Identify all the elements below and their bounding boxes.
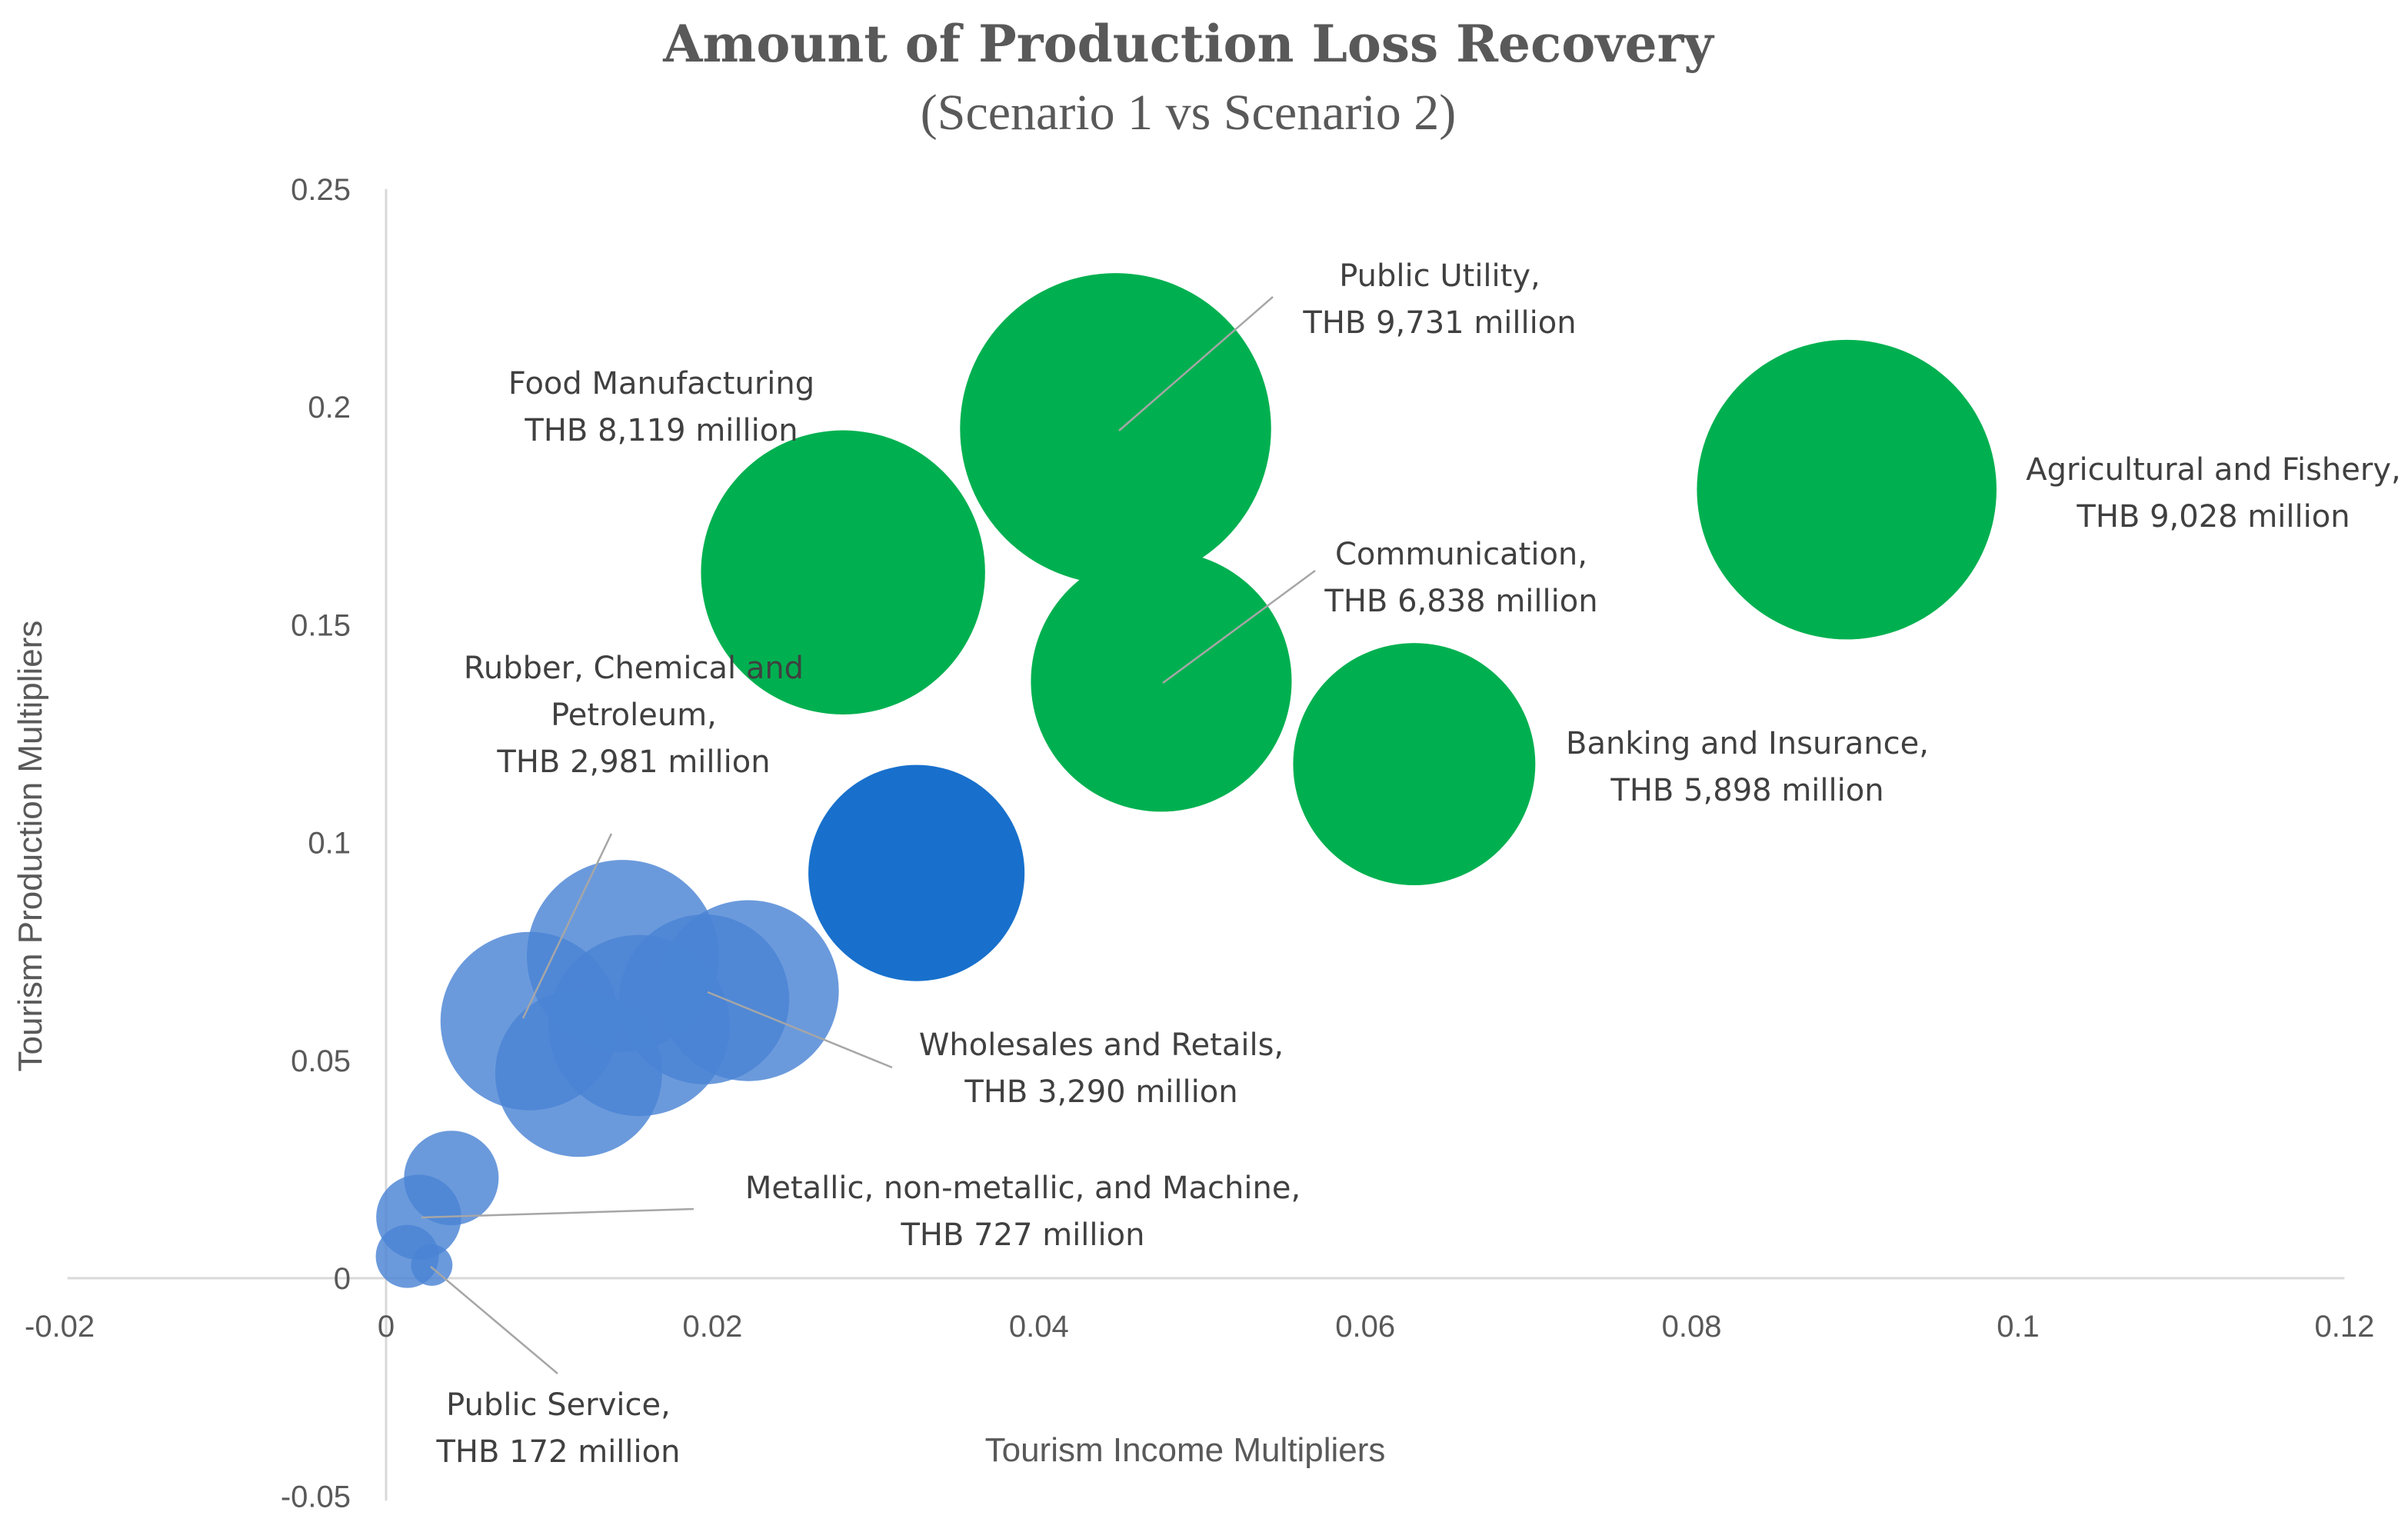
bubble <box>960 273 1271 584</box>
x-tick-label: 0.12 <box>2314 1310 2374 1344</box>
bubble <box>1293 643 1536 885</box>
x-tick-label: 0.02 <box>682 1310 742 1344</box>
bubble <box>701 430 985 714</box>
data-label: THB 9,731 million <box>1302 305 1576 341</box>
x-axis-title: Tourism Income Multipliers <box>985 1431 1386 1469</box>
data-label: Public Utility, <box>1339 258 1540 294</box>
leader-line <box>1118 296 1274 431</box>
leader-lines-layer <box>421 296 1316 1374</box>
x-tick-label: 0.1 <box>1997 1310 2040 1344</box>
bubble <box>808 764 1025 981</box>
y-tick-label: -0.05 <box>281 1480 351 1514</box>
data-label: THB 172 million <box>436 1434 681 1470</box>
y-tick-label: 0.05 <box>291 1044 351 1078</box>
data-label: Banking and Insurance, <box>1566 726 1929 761</box>
data-label: THB 8,119 million <box>524 413 798 448</box>
y-tick-label: 0.25 <box>291 173 351 207</box>
leader-line <box>430 1266 558 1374</box>
x-tick-label: 0.06 <box>1335 1310 1395 1344</box>
data-label: THB 6,838 million <box>1324 584 1597 619</box>
y-axis-title: Tourism Production Multipliers <box>12 621 49 1072</box>
data-label: THB 5,898 million <box>1610 773 1883 808</box>
data-labels-layer: Food Manufacturing THB 8,119 million Publi… <box>436 258 2401 1470</box>
leader-line <box>421 1207 694 1219</box>
data-label: Agricultural and Fishery, <box>2026 452 2400 488</box>
data-label: THB 2,981 million <box>496 744 770 780</box>
bubbles-layer <box>375 273 1997 1288</box>
data-label: Food Manufacturing <box>508 366 814 401</box>
x-tick-label: 0.04 <box>1009 1310 1069 1344</box>
x-tick-label: 0 <box>378 1310 395 1344</box>
x-tick-label: -0.02 <box>25 1310 95 1344</box>
bubble <box>1031 551 1292 812</box>
bubble <box>1697 339 1997 640</box>
y-tick-label: 0.2 <box>308 391 351 425</box>
data-label: THB 727 million <box>901 1217 1145 1253</box>
leader-line <box>707 991 893 1069</box>
data-label: Communication, <box>1335 537 1587 572</box>
leader-line <box>521 833 613 1019</box>
data-label: Metallic, non-metallic, and Machine, <box>745 1171 1301 1206</box>
chart-subtitle: (Scenario 1 vs Scenario 2) <box>921 85 1456 141</box>
data-label: THB 9,028 million <box>2076 499 2350 535</box>
data-label: Rubber, Chemical and <box>464 651 804 686</box>
data-label: Petroleum, <box>551 698 717 733</box>
data-label: Wholesales and Retails, <box>919 1027 1284 1063</box>
data-label: Public Service, <box>446 1387 671 1423</box>
y-tick-label: 0.1 <box>308 827 351 861</box>
y-tick-label: 0 <box>334 1262 351 1296</box>
tick-labels-layer: -0.02 0 0.02 0.04 0.06 0.08 0.1 0.12 0.25 0.2 0.15… <box>25 173 2374 1514</box>
leader-line <box>1162 569 1316 684</box>
y-tick-label: 0.15 <box>291 608 351 642</box>
data-label: THB 3,290 million <box>964 1074 1237 1110</box>
chart-title: Amount of Production Loss Recovery <box>662 14 1714 74</box>
bubble <box>619 914 790 1084</box>
x-tick-label: 0.08 <box>1662 1310 1722 1344</box>
